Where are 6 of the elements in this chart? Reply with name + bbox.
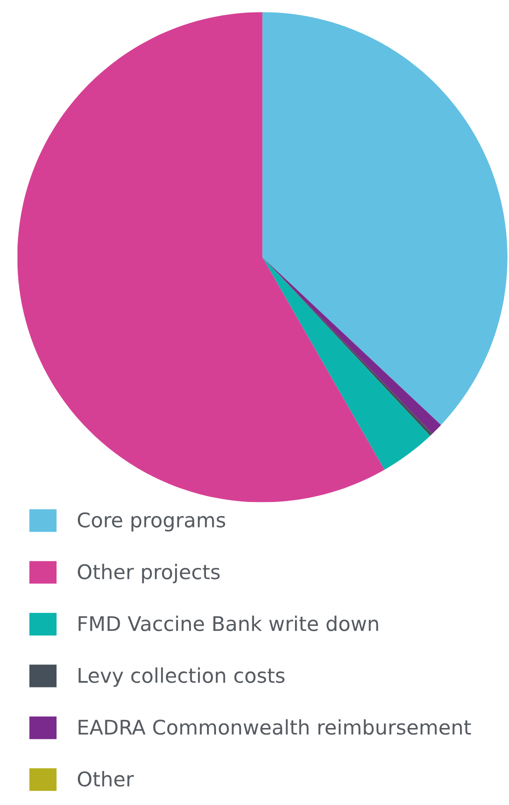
legend-label: Other projects — [78, 564, 220, 584]
legend-label: EADRA Commonwealth reimbursement — [78, 719, 471, 735]
legend-label: FMD Vaccine Bank write down — [78, 616, 378, 632]
legend-label: Core programs — [78, 512, 226, 532]
legend-label: Other — [78, 771, 134, 787]
legend-label: Levy collection costs — [78, 667, 285, 687]
